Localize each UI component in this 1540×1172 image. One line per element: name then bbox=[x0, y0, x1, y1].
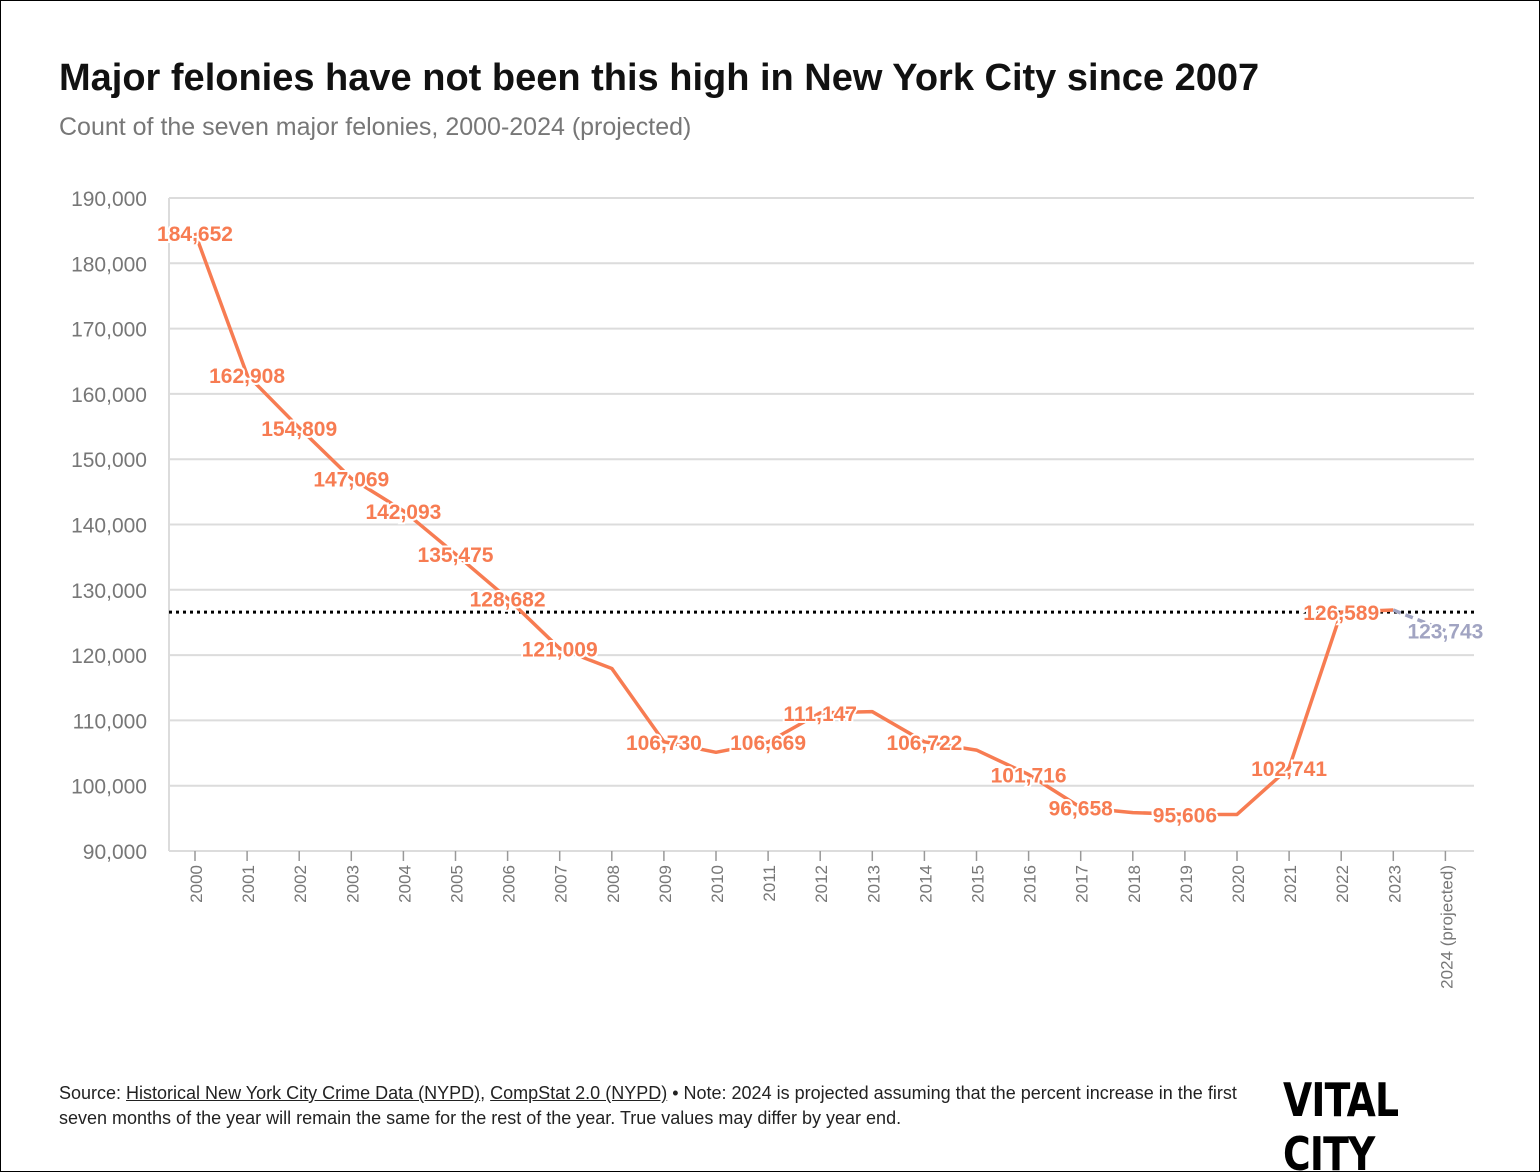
y-tick-label: 140,000 bbox=[71, 515, 147, 538]
vital-city-logo: VITAL CITY bbox=[1283, 1073, 1399, 1172]
x-tick-label: 2021 bbox=[1281, 865, 1300, 903]
data-label: 106,722 bbox=[886, 732, 962, 755]
line-chart: 90,000 100,000 110,000 120,000 130,000 140,00… bbox=[71, 188, 1485, 989]
x-tick-label: 2015 bbox=[969, 865, 988, 903]
x-tick-label: 2020 bbox=[1229, 865, 1248, 903]
x-tick-label: 2024 (projected) bbox=[1437, 865, 1456, 989]
y-tick-label: 130,000 bbox=[71, 580, 147, 603]
y-tick-label: 150,000 bbox=[71, 449, 147, 472]
x-tick-label: 2001 bbox=[239, 865, 258, 903]
source-note-text: • Note: 2024 is projected assuming that … bbox=[59, 1083, 1237, 1128]
x-tick-label: 2023 bbox=[1385, 865, 1404, 903]
data-label: 135,475 bbox=[418, 544, 494, 567]
x-tick-label: 2006 bbox=[500, 865, 519, 903]
x-tick-label: 2010 bbox=[708, 865, 727, 903]
data-label: 142,093 bbox=[365, 501, 441, 524]
y-tick-label: 110,000 bbox=[73, 710, 147, 733]
y-tick-label: 190,000 bbox=[71, 188, 147, 211]
y-tick-label: 90,000 bbox=[83, 841, 147, 864]
data-label: 123,743 bbox=[1407, 621, 1483, 644]
data-label: 95,606 bbox=[1153, 804, 1217, 827]
data-label: 147,069 bbox=[313, 468, 389, 491]
x-tick-label: 2019 bbox=[1177, 865, 1196, 903]
source-separator: , bbox=[480, 1083, 491, 1103]
x-tick-label: 2011 bbox=[760, 865, 779, 902]
x-tick-label: 2018 bbox=[1125, 865, 1144, 903]
x-tick-label: 2012 bbox=[812, 865, 831, 903]
data-label: 102,741 bbox=[1251, 758, 1327, 781]
data-label: 154,809 bbox=[261, 418, 337, 441]
x-tick-label: 2007 bbox=[552, 865, 571, 903]
x-tick-label: 2005 bbox=[448, 865, 467, 903]
y-tick-label: 160,000 bbox=[71, 384, 147, 407]
chart-title: Major felonies have not been this high i… bbox=[59, 57, 1260, 99]
x-tick-label: 2017 bbox=[1073, 865, 1092, 903]
source-link-historical[interactable]: Historical New York City Crime Data (NYP… bbox=[126, 1083, 481, 1103]
data-label: 128,682 bbox=[470, 588, 546, 611]
x-tick-label: 2003 bbox=[343, 865, 362, 903]
y-tick-label: 170,000 bbox=[71, 319, 147, 342]
data-label: 126,589 bbox=[1303, 602, 1379, 625]
x-tick-label: 2013 bbox=[864, 865, 883, 903]
projected-line bbox=[1392, 608, 1447, 633]
data-label: 184,652 bbox=[157, 223, 233, 246]
x-tick-label: 2002 bbox=[291, 865, 310, 903]
data-label: 101,716 bbox=[991, 764, 1067, 787]
data-label: 106,730 bbox=[626, 732, 702, 755]
y-tick-label: 100,000 bbox=[71, 776, 147, 799]
x-tick-label: 2014 bbox=[916, 865, 935, 903]
source-link-compstat[interactable]: CompStat 2.0 (NYPD) bbox=[490, 1083, 668, 1103]
data-label: 111,147 bbox=[783, 703, 857, 726]
y-tick-label: 180,000 bbox=[71, 253, 147, 276]
series-line bbox=[193, 232, 1394, 817]
x-tick-label: 2000 bbox=[187, 865, 206, 903]
y-tick-label: 120,000 bbox=[71, 645, 147, 668]
x-tick-label: 2016 bbox=[1021, 865, 1040, 903]
data-label: 106,669 bbox=[730, 732, 806, 755]
data-label: 96,658 bbox=[1049, 798, 1114, 821]
data-label: 121,009 bbox=[522, 639, 598, 662]
x-tick-label: 2022 bbox=[1333, 865, 1352, 903]
x-tick-label: 2008 bbox=[604, 865, 623, 903]
source-note: Source: Historical New York City Crime D… bbox=[59, 1081, 1259, 1131]
chart-subtitle: Count of the seven major felonies, 2000-… bbox=[59, 113, 692, 141]
data-label: 162,908 bbox=[209, 365, 285, 388]
source-prefix: Source: bbox=[59, 1083, 127, 1103]
x-tick-label: 2004 bbox=[395, 865, 414, 903]
x-tick-label: 2009 bbox=[656, 865, 675, 903]
